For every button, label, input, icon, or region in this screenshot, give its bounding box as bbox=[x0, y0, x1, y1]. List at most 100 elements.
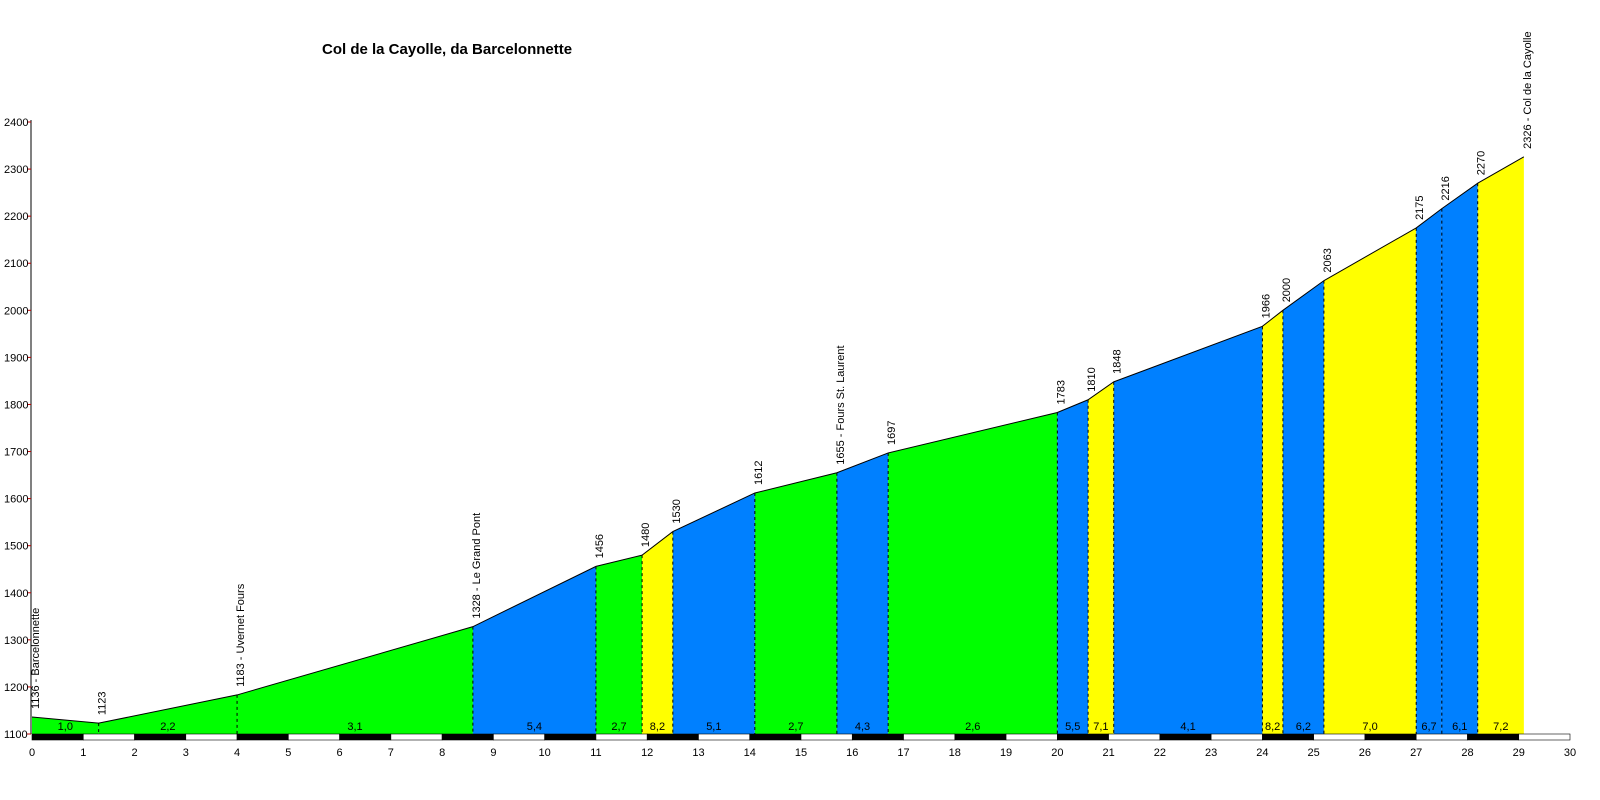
x-tick-label: 9 bbox=[490, 747, 496, 759]
y-tick-label: 1900 bbox=[4, 352, 28, 364]
profile-segment bbox=[1477, 156, 1524, 735]
segment-gradient-label: 4,1 bbox=[1180, 721, 1195, 733]
chart-title: Col de la Cayolle, da Barcelonnette bbox=[322, 41, 572, 58]
y-tick-label: 2200 bbox=[4, 211, 28, 223]
point-altitude-label: 2270 bbox=[1476, 151, 1488, 175]
point-altitude-label: 1123 bbox=[97, 692, 109, 716]
segment-gradient-label: 6,1 bbox=[1452, 721, 1467, 733]
point-altitude-label: 2326 - Col de la Cayolle bbox=[1522, 31, 1534, 148]
point-altitude-label: 2000 bbox=[1281, 278, 1293, 302]
profile-segment bbox=[595, 555, 643, 734]
x-tick-label: 27 bbox=[1410, 747, 1422, 759]
x-tick-label: 26 bbox=[1359, 747, 1371, 759]
scale-bar-block bbox=[236, 733, 289, 741]
x-tick-label: 8 bbox=[439, 747, 445, 759]
axes bbox=[27, 120, 1571, 741]
segment-gradient-label: 8,2 bbox=[650, 721, 665, 733]
scale-bar-block bbox=[1467, 733, 1520, 741]
scale-bar-block bbox=[698, 733, 751, 741]
y-tick-label: 1500 bbox=[4, 541, 28, 553]
scale-bar-block bbox=[441, 733, 494, 741]
y-tick-label: 2000 bbox=[4, 305, 28, 317]
scale-bar-block bbox=[903, 733, 956, 741]
scale-bar-block bbox=[82, 733, 135, 741]
segment-gradient-label: 6,7 bbox=[1421, 721, 1436, 733]
x-tick-label: 29 bbox=[1513, 747, 1525, 759]
segment-gradient-label: 7,2 bbox=[1493, 721, 1508, 733]
y-tick-label: 1700 bbox=[4, 447, 28, 459]
profile-segment bbox=[1416, 208, 1442, 735]
scale-bar-block bbox=[1313, 733, 1366, 741]
scale-bar-block bbox=[1518, 733, 1571, 741]
scale-bar-block bbox=[493, 733, 545, 741]
segment-gradient-label: 7,1 bbox=[1093, 721, 1108, 733]
profile-segment bbox=[32, 717, 99, 734]
scale-bar-block bbox=[800, 733, 853, 741]
segment-gradient-label: 5,4 bbox=[527, 721, 542, 733]
y-tick-label: 1100 bbox=[4, 729, 28, 741]
x-tick-label: 5 bbox=[285, 747, 291, 759]
x-tick-label: 11 bbox=[590, 747, 601, 759]
x-tick-label: 15 bbox=[795, 747, 807, 759]
profile-segment bbox=[672, 492, 755, 734]
scale-bar-block bbox=[185, 733, 238, 741]
point-altitude-label: 1848 bbox=[1112, 349, 1124, 373]
profile-segment bbox=[836, 452, 889, 734]
x-tick-label: 13 bbox=[692, 747, 704, 759]
x-tick-label: 0 bbox=[29, 747, 35, 759]
point-altitude-label: 1328 - Le Grand Pont bbox=[471, 513, 483, 619]
y-tick-label: 1800 bbox=[4, 399, 28, 411]
point-altitude-label: 1183 - Uvernet Fours bbox=[235, 583, 247, 687]
point-altitude-label: 1456 bbox=[594, 534, 606, 558]
scale-bar-block bbox=[851, 733, 904, 741]
x-tick-label: 30 bbox=[1564, 747, 1576, 759]
scale-bar-block bbox=[390, 733, 443, 741]
y-tick-label: 2400 bbox=[4, 117, 28, 129]
x-tick-label: 14 bbox=[744, 747, 756, 759]
scale-bar-block bbox=[1415, 733, 1468, 741]
profile-line bbox=[31, 156, 1525, 724]
scale-bar-block bbox=[1364, 733, 1417, 741]
x-tick-label: 3 bbox=[183, 747, 189, 759]
point-altitude-label: 1480 bbox=[640, 523, 652, 547]
profile-segment bbox=[1057, 399, 1089, 734]
profile-segment bbox=[1441, 183, 1478, 734]
point-altitude-label: 1810 bbox=[1086, 367, 1098, 391]
x-tick-label: 28 bbox=[1461, 747, 1473, 759]
segment-gradient-label: 5,1 bbox=[706, 721, 721, 733]
x-tick-label: 22 bbox=[1154, 747, 1166, 759]
x-tick-label: 24 bbox=[1256, 747, 1268, 759]
y-tick-label: 1600 bbox=[4, 494, 28, 506]
gradient-labels: 1,0 2,2 3,1 5,4 2,7 8,2 5,1 2,7 4,3 2,6 5,5 7,1 4,1 8… bbox=[58, 721, 1509, 733]
segment-gradient-label: 7,0 bbox=[1362, 721, 1377, 733]
profile-segment bbox=[888, 412, 1058, 734]
x-tick-label: 17 bbox=[897, 747, 909, 759]
x-tick-label: 4 bbox=[234, 747, 240, 759]
segment-dividers bbox=[98, 183, 1479, 734]
segment-gradient-label: 4,3 bbox=[855, 721, 870, 733]
point-altitude-label: 1966 bbox=[1260, 294, 1272, 318]
x-tick-label: 7 bbox=[388, 747, 394, 759]
x-tick-label: 25 bbox=[1308, 747, 1320, 759]
point-altitude-label: 1136 - Barcelonnette bbox=[30, 608, 42, 709]
scale-bar-block bbox=[31, 733, 84, 741]
segment-gradient-label: 2,7 bbox=[788, 721, 803, 733]
x-tick-label: 1 bbox=[80, 747, 86, 759]
segment-gradient-label: 6,2 bbox=[1296, 721, 1311, 733]
scale-bar-block bbox=[1108, 733, 1161, 741]
scale-bar-block bbox=[1210, 733, 1263, 741]
profile-segment bbox=[472, 566, 596, 734]
profile-segment bbox=[754, 472, 837, 734]
profile-outline bbox=[31, 156, 1525, 724]
x-tick-label: 19 bbox=[1000, 747, 1012, 759]
segment-gradient-label: 5,5 bbox=[1065, 721, 1080, 733]
scale-bar-block bbox=[646, 733, 699, 741]
point-labels: 1136 - Barcelonnette 1123 1183 - Uvernet F… bbox=[30, 31, 1534, 715]
y-tick-label: 2300 bbox=[4, 164, 28, 176]
point-altitude-label: 1530 bbox=[671, 499, 683, 523]
scale-bar-block bbox=[954, 733, 1007, 741]
scale-bar-block bbox=[339, 733, 392, 741]
point-altitude-label: 2216 bbox=[1440, 176, 1452, 200]
x-tick-label: 16 bbox=[846, 747, 858, 759]
